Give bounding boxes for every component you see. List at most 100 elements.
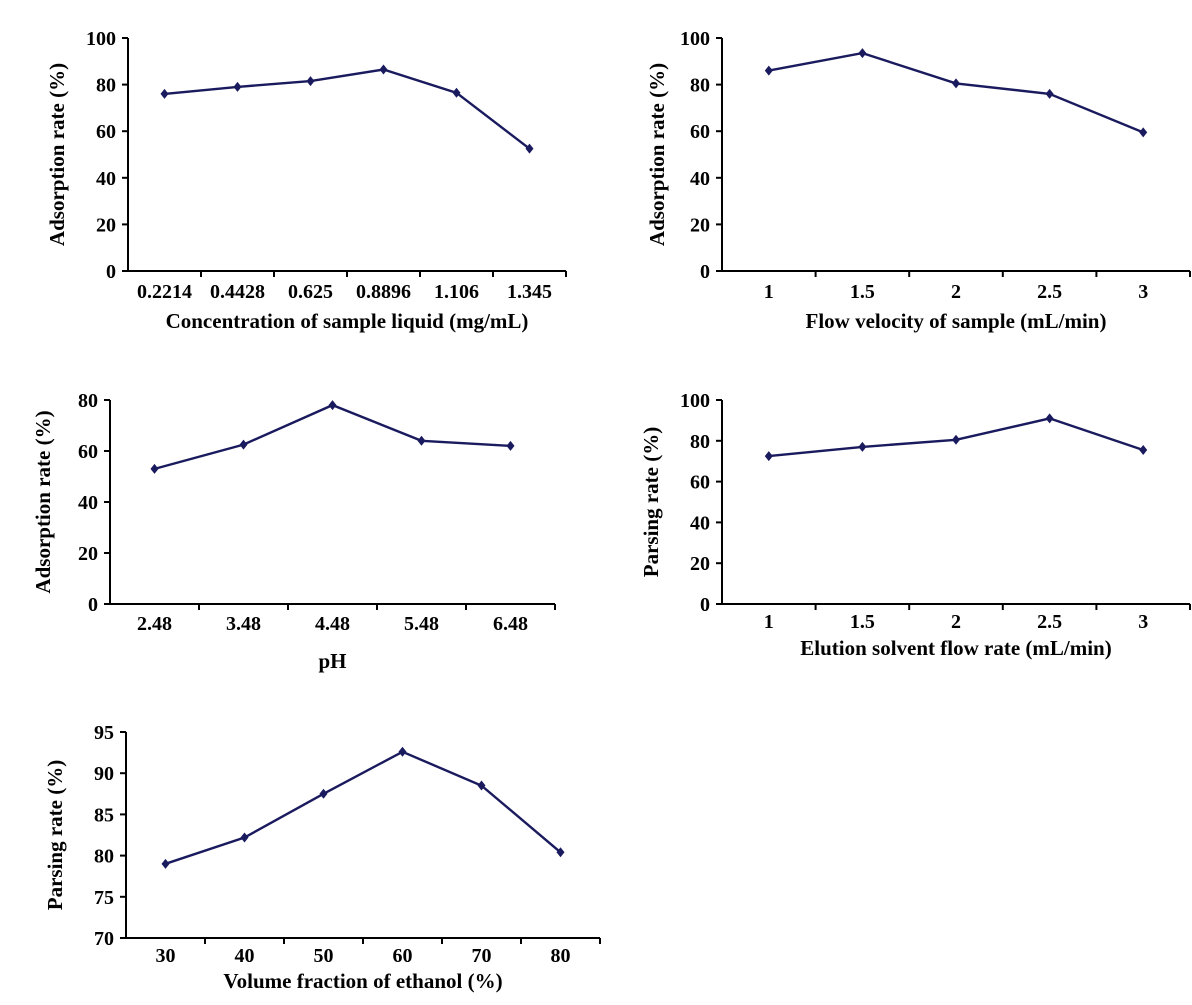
x-axis-title: Elution solvent flow rate (mL/min)	[800, 636, 1111, 660]
data-point-marker	[525, 143, 534, 154]
x-axis-title: Volume fraction of ethanol (%)	[223, 969, 502, 993]
data-point-marker	[556, 847, 565, 858]
x-tick-label: 5.48	[404, 613, 439, 635]
data-point-marker	[477, 780, 486, 791]
x-tick-label: 1.5	[850, 611, 875, 633]
data-point-marker	[764, 65, 773, 76]
data-point-marker	[1139, 127, 1148, 138]
x-tick-label: 1.5	[850, 281, 875, 303]
y-tick-label: 75	[94, 887, 114, 909]
data-point-marker	[233, 81, 242, 92]
y-tick-label: 40	[690, 168, 710, 190]
y-tick-label: 80	[96, 75, 116, 97]
x-tick-label: 2.5	[1037, 611, 1062, 633]
x-tick-label: 60	[393, 945, 413, 967]
y-tick-label: 80	[690, 75, 710, 97]
data-point-marker	[379, 64, 388, 75]
x-tick-label: 0.625	[288, 281, 333, 303]
panel-background	[36, 705, 616, 1005]
data-point-marker	[858, 441, 867, 452]
y-tick-label: 100	[680, 28, 710, 50]
y-tick-label: 100	[86, 28, 116, 50]
x-tick-label: 2.48	[137, 613, 172, 635]
y-tick-label: 20	[690, 553, 710, 575]
data-point-marker	[952, 434, 960, 445]
y-tick-label: 80	[78, 390, 98, 412]
x-axis-title: Flow velocity of sample (mL/min)	[806, 309, 1107, 333]
y-tick-label: 70	[94, 928, 114, 950]
chart-panel-4: 0 20 40 60 80 100 1 1.5 2 2.5 3 Elution solvent flo…	[639, 375, 1192, 695]
x-tick-label: 1	[764, 281, 774, 303]
y-tick-label: 100	[680, 390, 710, 412]
y-tick-label: 40	[78, 492, 98, 514]
y-tick-label: 80	[690, 431, 710, 453]
chart-panel-2: 0 20 40 60 80 100 1 1.5 2 2.5 3 Flow velocity of sa…	[645, 10, 1192, 360]
data-point-marker	[150, 463, 159, 474]
data-point-marker	[239, 439, 248, 450]
panel-background	[648, 10, 1192, 360]
y-axis-title: Adsorption rate (%)	[45, 63, 69, 246]
y-tick-label: 60	[96, 121, 116, 143]
data-point-marker	[160, 88, 169, 99]
data-point-marker	[319, 788, 328, 799]
x-tick-label: 70	[472, 945, 492, 967]
x-tick-label: 1.345	[507, 281, 552, 303]
data-point-marker	[506, 440, 515, 451]
y-tick-label: 60	[690, 121, 710, 143]
y-tick-label: 20	[690, 214, 710, 236]
x-tick-label: 2.5	[1037, 281, 1062, 303]
x-tick-label: 80	[551, 945, 571, 967]
data-point-marker	[452, 87, 461, 98]
y-tick-label: 0	[700, 261, 710, 283]
x-tick-label: 0.2214	[137, 281, 192, 303]
data-point-marker	[240, 832, 249, 843]
x-tick-label: 1.106	[434, 281, 479, 303]
x-tick-label: 50	[314, 945, 334, 967]
y-tick-label: 80	[94, 846, 114, 868]
x-tick-label: 2	[951, 611, 961, 633]
x-tick-label: 6.48	[493, 613, 528, 635]
y-axis-title: Adsorption rate (%)	[645, 63, 669, 246]
chart-panel-1: 0 20 40 60 80 100 0.2214 0.4428 0.625 0.8896 1.106…	[45, 10, 578, 360]
x-tick-label: 3	[1138, 611, 1148, 633]
y-tick-label: 0	[106, 261, 116, 283]
y-tick-label: 90	[94, 763, 114, 785]
x-axis-title: pH	[318, 649, 346, 673]
data-point-marker	[1139, 444, 1148, 455]
x-tick-label: 3	[1138, 281, 1148, 303]
y-axis-title: Parsing rate (%)	[639, 427, 663, 577]
x-tick-label: 40	[235, 945, 255, 967]
y-tick-label: 95	[94, 722, 114, 744]
y-tick-label: 0	[88, 594, 98, 616]
x-tick-label: 30	[156, 945, 176, 967]
y-tick-label: 20	[78, 543, 98, 565]
x-tick-label: 3.48	[226, 613, 261, 635]
x-tick-label: 2	[951, 281, 961, 303]
data-point-marker	[952, 78, 960, 89]
data-point-marker	[417, 435, 426, 446]
data-point-marker	[1045, 413, 1054, 424]
y-tick-label: 60	[78, 441, 98, 463]
panel-background	[648, 375, 1192, 695]
panel-background	[36, 375, 566, 695]
data-point-marker	[161, 858, 170, 869]
data-point-marker	[858, 48, 867, 59]
x-tick-label: 0.8896	[356, 281, 411, 303]
y-tick-label: 40	[96, 168, 116, 190]
y-tick-label: 85	[94, 804, 114, 826]
series-line	[165, 750, 562, 865]
panel-background	[58, 10, 578, 360]
data-point-marker	[306, 76, 315, 87]
y-tick-label: 20	[96, 214, 116, 236]
data-point-marker	[1045, 88, 1054, 99]
x-tick-label: 0.4428	[210, 281, 265, 303]
data-point-marker	[398, 746, 407, 757]
chart-panel-5: 70 75 80 85 90 95 30 40 50 60 70 80 Volume fraction …	[36, 705, 616, 1005]
y-axis-title: Adsorption rate (%)	[31, 410, 55, 593]
data-point-marker	[764, 451, 773, 462]
y-tick-label: 40	[690, 512, 710, 534]
y-axis-title: Parsing rate (%)	[43, 760, 67, 910]
series-line	[164, 68, 531, 150]
x-tick-label: 4.48	[315, 613, 350, 635]
